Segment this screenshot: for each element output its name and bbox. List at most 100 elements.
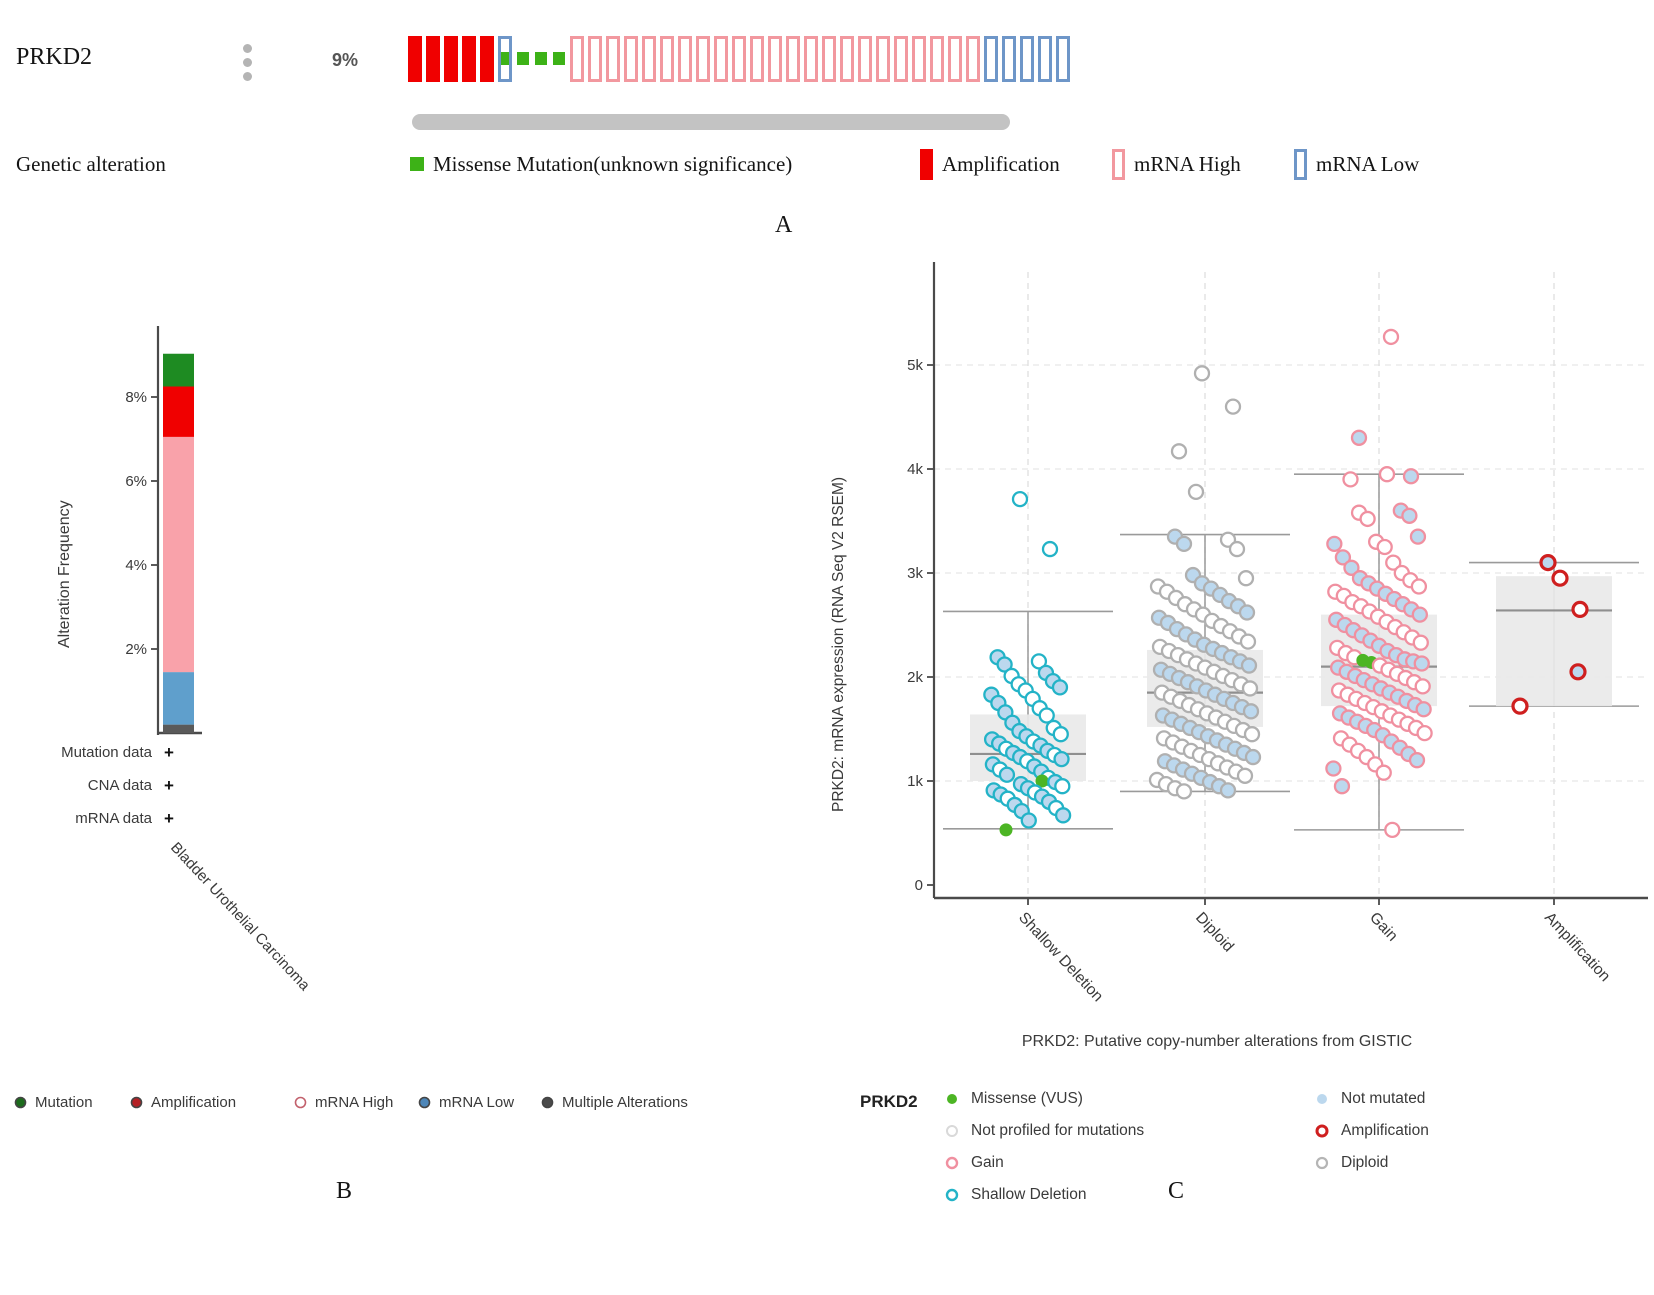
svg-text:Gain: Gain — [1366, 909, 1401, 945]
svg-text:+: + — [164, 743, 174, 762]
oncoprint-sample-missense — [516, 36, 530, 82]
oncoprint-legend: Missense Mutation(unknown significance) A… — [0, 144, 1654, 184]
oncoprint-sample-mrna_high — [606, 36, 620, 82]
oncoprint-sample-amplification — [408, 36, 422, 82]
oncoprint-sample-amplification — [426, 36, 440, 82]
svg-text:2%: 2% — [125, 641, 147, 658]
oncoprint-sample-mrna_high — [570, 36, 584, 82]
oncoprint-sample-mrna_high — [624, 36, 638, 82]
shallow-dot-icon — [945, 1188, 959, 1202]
oncoprint-sample-mrna_high — [678, 36, 692, 82]
missense-square — [535, 52, 547, 65]
b-data-rows: Mutation data + CNA data + mRNA data + — [61, 743, 174, 828]
oncoprint-sample-mrna_high — [912, 36, 926, 82]
mutation-dot-icon — [14, 1096, 27, 1109]
oncoprint-sample-amplification — [444, 36, 458, 82]
svg-text:+: + — [164, 776, 174, 795]
oncoprint-sample-mrna_high — [660, 36, 674, 82]
b-legend-item: mRNA Low — [418, 1094, 514, 1111]
legend-label: Not mutated — [1341, 1090, 1426, 1107]
b-legend-item: Multiple Alterations — [541, 1094, 688, 1111]
svg-text:+: + — [164, 809, 174, 828]
mrna-low-bar-icon — [1294, 148, 1307, 180]
svg-text:mRNA data: mRNA data — [75, 810, 152, 827]
svg-text:6%: 6% — [125, 473, 147, 490]
not-mutated-dot-icon — [1317, 1094, 1327, 1104]
menu-dot — [243, 58, 252, 67]
amplification-dot-icon — [1315, 1124, 1329, 1138]
missense-dot-icon — [947, 1094, 957, 1104]
oncoprint-legend-item: Missense Mutation(unknown significance) — [410, 144, 792, 184]
oncoprint-sample-mrna_high — [786, 36, 800, 82]
legend-label: Multiple Alterations — [562, 1094, 688, 1111]
oncoprint-sample-mrna_high — [822, 36, 836, 82]
svg-text:Diploid: Diploid — [1192, 909, 1237, 955]
bar-segment-Mutation — [163, 353, 194, 387]
legend-label: Amplification — [151, 1094, 237, 1111]
multiple-alterations-dot-icon — [541, 1096, 554, 1109]
legend-label: Amplification — [1341, 1122, 1429, 1139]
oncoprint-sample-mrna_low — [1020, 36, 1034, 82]
b-legend: Mutation Amplification mRNA High mRNA Low Mu… — [14, 1094, 754, 1118]
oncoprint-sample-mrna_high — [642, 36, 656, 82]
c-legend: PRKD2 Missense (VUS) Not profiled for mut… — [860, 1090, 1560, 1230]
oncoprint-sample-mrna_high — [588, 36, 602, 82]
oncoprint-sample-mrna_high — [948, 36, 962, 82]
oncoprint-sample-mrna_high — [696, 36, 710, 82]
alteration-percentage: 9% — [332, 50, 359, 70]
legend-label: Missense (VUS) — [971, 1090, 1083, 1107]
svg-text:Mutation data: Mutation data — [61, 744, 153, 761]
c-x-category-labels: Shallow Deletion Diploid Gain Amplification — [1015, 909, 1613, 1005]
section-label-a: A — [775, 212, 793, 238]
oncoprint-legend-item: mRNA Low — [1294, 144, 1419, 184]
gene-label: PRKD2 — [16, 44, 93, 70]
oncoprint-sample-mrna_high — [894, 36, 908, 82]
svg-text:4k: 4k — [907, 461, 923, 478]
legend-label: Amplification — [942, 151, 1060, 176]
oncoprint-sample-mrna_low — [984, 36, 998, 82]
c-axes: 0 1k 2k 3k 4k 5k — [907, 262, 1648, 905]
c-legend-item: Missense (VUS) — [945, 1090, 1083, 1108]
c-point-cloud-diploid — [1148, 365, 1262, 800]
svg-text:Shallow Deletion: Shallow Deletion — [1015, 909, 1106, 1005]
legend-label: Missense Mutation(unknown significance) — [433, 151, 793, 176]
missense-square — [501, 52, 509, 65]
c-legend-item: Not mutated — [1315, 1090, 1425, 1108]
alteration-frequency-chart: 2% 4% 6% 8% Mutation data + CNA data + mRNA data… — [61, 326, 314, 994]
amp-bar-icon — [920, 148, 933, 180]
bar-segment-mRNA High — [163, 436, 194, 673]
missense-square — [553, 52, 565, 65]
menu-dot — [243, 44, 252, 53]
svg-text:8%: 8% — [125, 389, 147, 406]
oncoprint-sample-mrna_high — [858, 36, 872, 82]
b-x-category-label: Bladder Urothelial Carcinoma — [167, 839, 314, 994]
oncoprint-scrollbar[interactable] — [412, 114, 1010, 130]
not-profiled-dot-icon — [946, 1125, 958, 1137]
oncoprint-sample-mrna_low — [1056, 36, 1070, 82]
c-legend-item: Diploid — [1315, 1154, 1388, 1172]
oncoprint-sample-mrna_high — [750, 36, 764, 82]
bar-segment-Amplification — [163, 386, 194, 437]
svg-text:0: 0 — [915, 877, 923, 894]
mrna-high-bar-icon — [1112, 148, 1125, 180]
b-legend-item: Amplification — [130, 1094, 236, 1111]
oncoprint-sample-amplification — [480, 36, 494, 82]
oncoprint-options-menu-icon[interactable] — [243, 44, 253, 86]
b-stacked-bar — [163, 353, 194, 733]
c-legend-gene: PRKD2 — [860, 1092, 918, 1111]
bar-segment-mRNA Low — [163, 672, 194, 725]
legend-label: Diploid — [1341, 1154, 1389, 1171]
oncoprint-sample-mrna_high — [966, 36, 980, 82]
svg-text:1k: 1k — [907, 773, 923, 790]
svg-text:5k: 5k — [907, 357, 923, 374]
c-legend-item: Amplification — [1315, 1122, 1429, 1140]
missense-square — [517, 52, 529, 65]
legend-label: Mutation — [35, 1094, 93, 1111]
c-point-cloud-gain — [1325, 328, 1433, 839]
oncoprint-sample-mrna_low — [1002, 36, 1016, 82]
c-legend-item: Gain — [945, 1154, 1004, 1172]
svg-text:CNA data: CNA data — [88, 777, 153, 794]
b-legend-item: Mutation — [14, 1094, 93, 1111]
c-point-cloud-shallow-deletion — [983, 491, 1072, 837]
